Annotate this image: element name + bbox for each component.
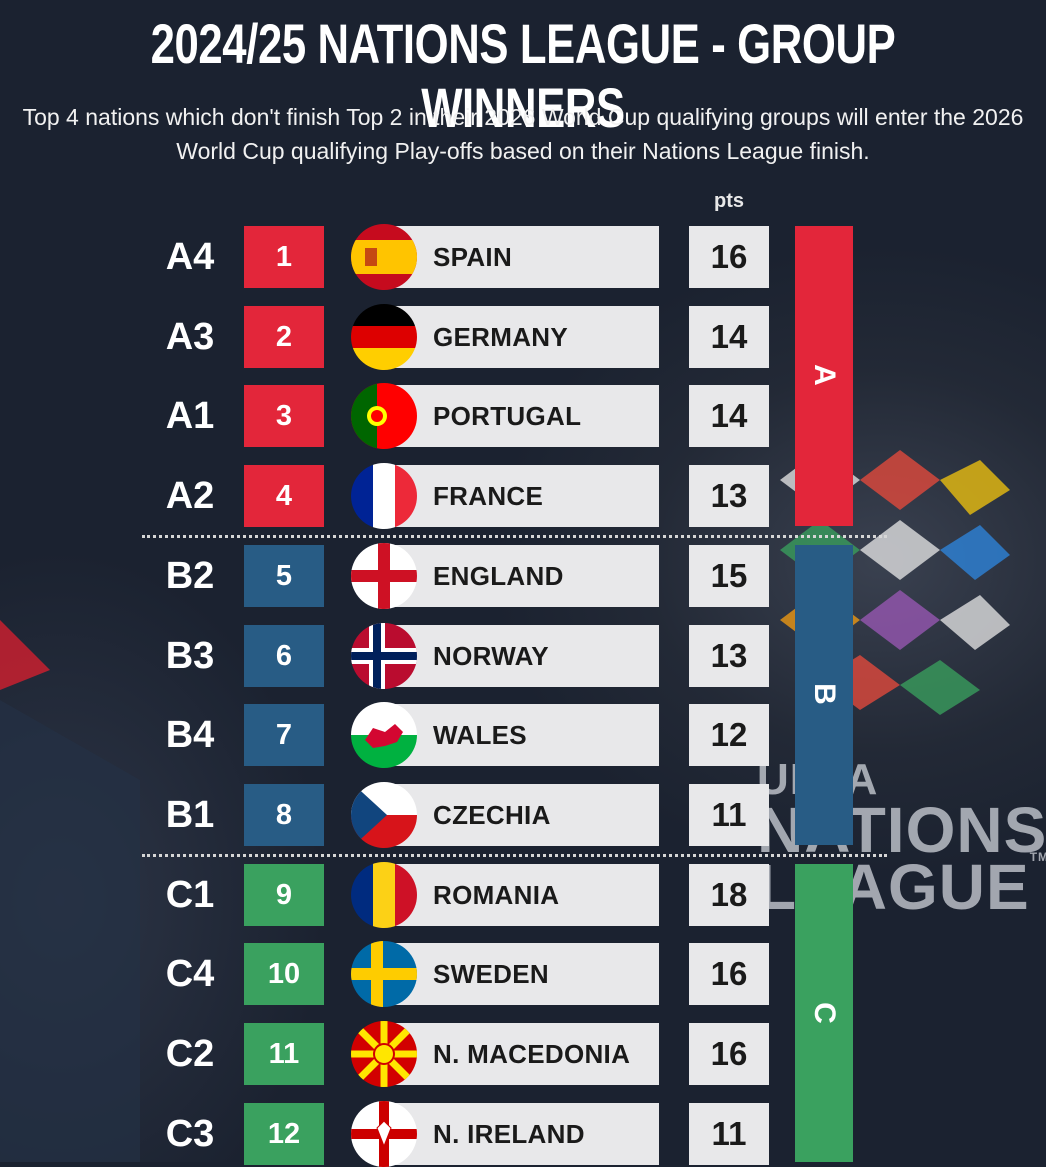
norway-flag-icon [351, 623, 417, 689]
league-divider [142, 535, 887, 538]
team-name-bar [384, 226, 659, 288]
points-value: 18 [689, 864, 769, 926]
rank-badge: 7 [244, 704, 324, 766]
portugal-flag-icon [351, 383, 417, 449]
league-letter: C [808, 1002, 841, 1024]
team-name-bar [384, 784, 659, 846]
team-name: ROMANIA [433, 880, 560, 910]
watermark-trademark: TM [1029, 850, 1046, 864]
table-row: A3 2 GERMANY 14 [0, 304, 1046, 370]
sweden-flag-icon [351, 941, 417, 1007]
germany-flag-icon [351, 304, 417, 370]
points-value: 15 [689, 545, 769, 607]
czechia-flag-icon [351, 782, 417, 848]
rank-badge: 11 [244, 1023, 324, 1085]
england-flag-icon [351, 543, 417, 609]
romania-flag-icon [351, 862, 417, 928]
rank-badge: 2 [244, 306, 324, 368]
table-row: C1 9 ROMANIA 18 [0, 862, 1046, 928]
league-a-bar: A [795, 226, 853, 526]
group-code: B2 [165, 555, 215, 597]
rank-badge: 6 [244, 625, 324, 687]
rank-badge: 5 [244, 545, 324, 607]
group-code: B3 [165, 635, 215, 677]
rank-badge: 3 [244, 385, 324, 447]
group-code: C2 [165, 1033, 215, 1075]
points-value: 13 [689, 625, 769, 687]
rank-badge: 9 [244, 864, 324, 926]
wales-flag-icon [351, 702, 417, 768]
points-column-header: pts [714, 190, 744, 212]
team-name: WALES [433, 720, 527, 750]
team-name: SPAIN [433, 242, 513, 272]
team-name-bar [384, 306, 659, 368]
page-title: 2024/25 NATIONS LEAGUE - GROUP WINNERS [150, 12, 896, 139]
group-code: B4 [165, 714, 215, 756]
table-row: B2 5 ENGLAND 15 [0, 543, 1046, 609]
team-name: NORWAY [433, 641, 549, 671]
northern-ireland-flag-icon [351, 1101, 417, 1167]
team-name: ENGLAND [433, 561, 564, 591]
team-name-bar [384, 385, 659, 447]
rank-badge: 4 [244, 465, 324, 527]
rank-badge: 12 [244, 1103, 324, 1165]
team-name-bar [384, 465, 659, 527]
table-row: C2 11 N. MACEDONIA 16 [0, 1021, 1046, 1087]
league-b-bar: B [795, 545, 853, 845]
table-row: C4 10 SWEDEN 16 [0, 941, 1046, 1007]
league-divider [142, 854, 887, 857]
team-name: FRANCE [433, 481, 544, 511]
points-value: 16 [689, 1023, 769, 1085]
team-name-bar [384, 545, 659, 607]
group-code: B1 [165, 794, 215, 836]
points-value: 16 [689, 943, 769, 1005]
league-c-bar: C [795, 864, 853, 1162]
team-name-bar [384, 864, 659, 926]
team-name: SWEDEN [433, 959, 549, 989]
team-name: GERMANY [433, 322, 568, 352]
page-subtitle: Top 4 nations which don't finish Top 2 i… [22, 104, 1024, 164]
points-value: 14 [689, 385, 769, 447]
group-code: C3 [165, 1113, 215, 1155]
points-value: 11 [689, 1103, 769, 1165]
group-code: C1 [165, 874, 215, 916]
team-name: CZECHIA [433, 800, 551, 830]
table-row: B3 6 NORWAY 13 [0, 623, 1046, 689]
points-value: 12 [689, 704, 769, 766]
spain-flag-icon [351, 224, 417, 290]
points-value: 16 [689, 226, 769, 288]
table-row: B4 7 WALES 12 [0, 702, 1046, 768]
france-flag-icon [351, 463, 417, 529]
group-code: A1 [165, 395, 215, 437]
group-code: A4 [165, 236, 215, 278]
group-code: C4 [165, 953, 215, 995]
rank-badge: 8 [244, 784, 324, 846]
table-row: B1 8 CZECHIA 11 [0, 782, 1046, 848]
rank-badge: 10 [244, 943, 324, 1005]
points-value: 13 [689, 465, 769, 527]
league-letter: A [808, 364, 841, 386]
team-name: N. IRELAND [433, 1119, 585, 1149]
team-name: N. MACEDONIA [433, 1039, 631, 1069]
team-name-bar [384, 1103, 659, 1165]
group-code: A2 [165, 475, 215, 517]
points-value: 11 [689, 784, 769, 846]
table-row: A4 1 SPAIN 16 [0, 224, 1046, 290]
table-row: A2 4 FRANCE 13 [0, 463, 1046, 529]
team-name-bar [384, 625, 659, 687]
league-letter: B [808, 683, 841, 705]
table-row: C3 12 N. IRELAND 11 [0, 1101, 1046, 1167]
points-value: 14 [689, 306, 769, 368]
team-name-bar [384, 943, 659, 1005]
team-name: PORTUGAL [433, 401, 582, 431]
north-macedonia-flag-icon [351, 1021, 417, 1087]
team-name-bar [384, 1023, 659, 1085]
group-code: A3 [165, 316, 215, 358]
rank-badge: 1 [244, 226, 324, 288]
table-row: A1 3 PORTUGAL 14 [0, 383, 1046, 449]
team-name-bar [384, 704, 659, 766]
